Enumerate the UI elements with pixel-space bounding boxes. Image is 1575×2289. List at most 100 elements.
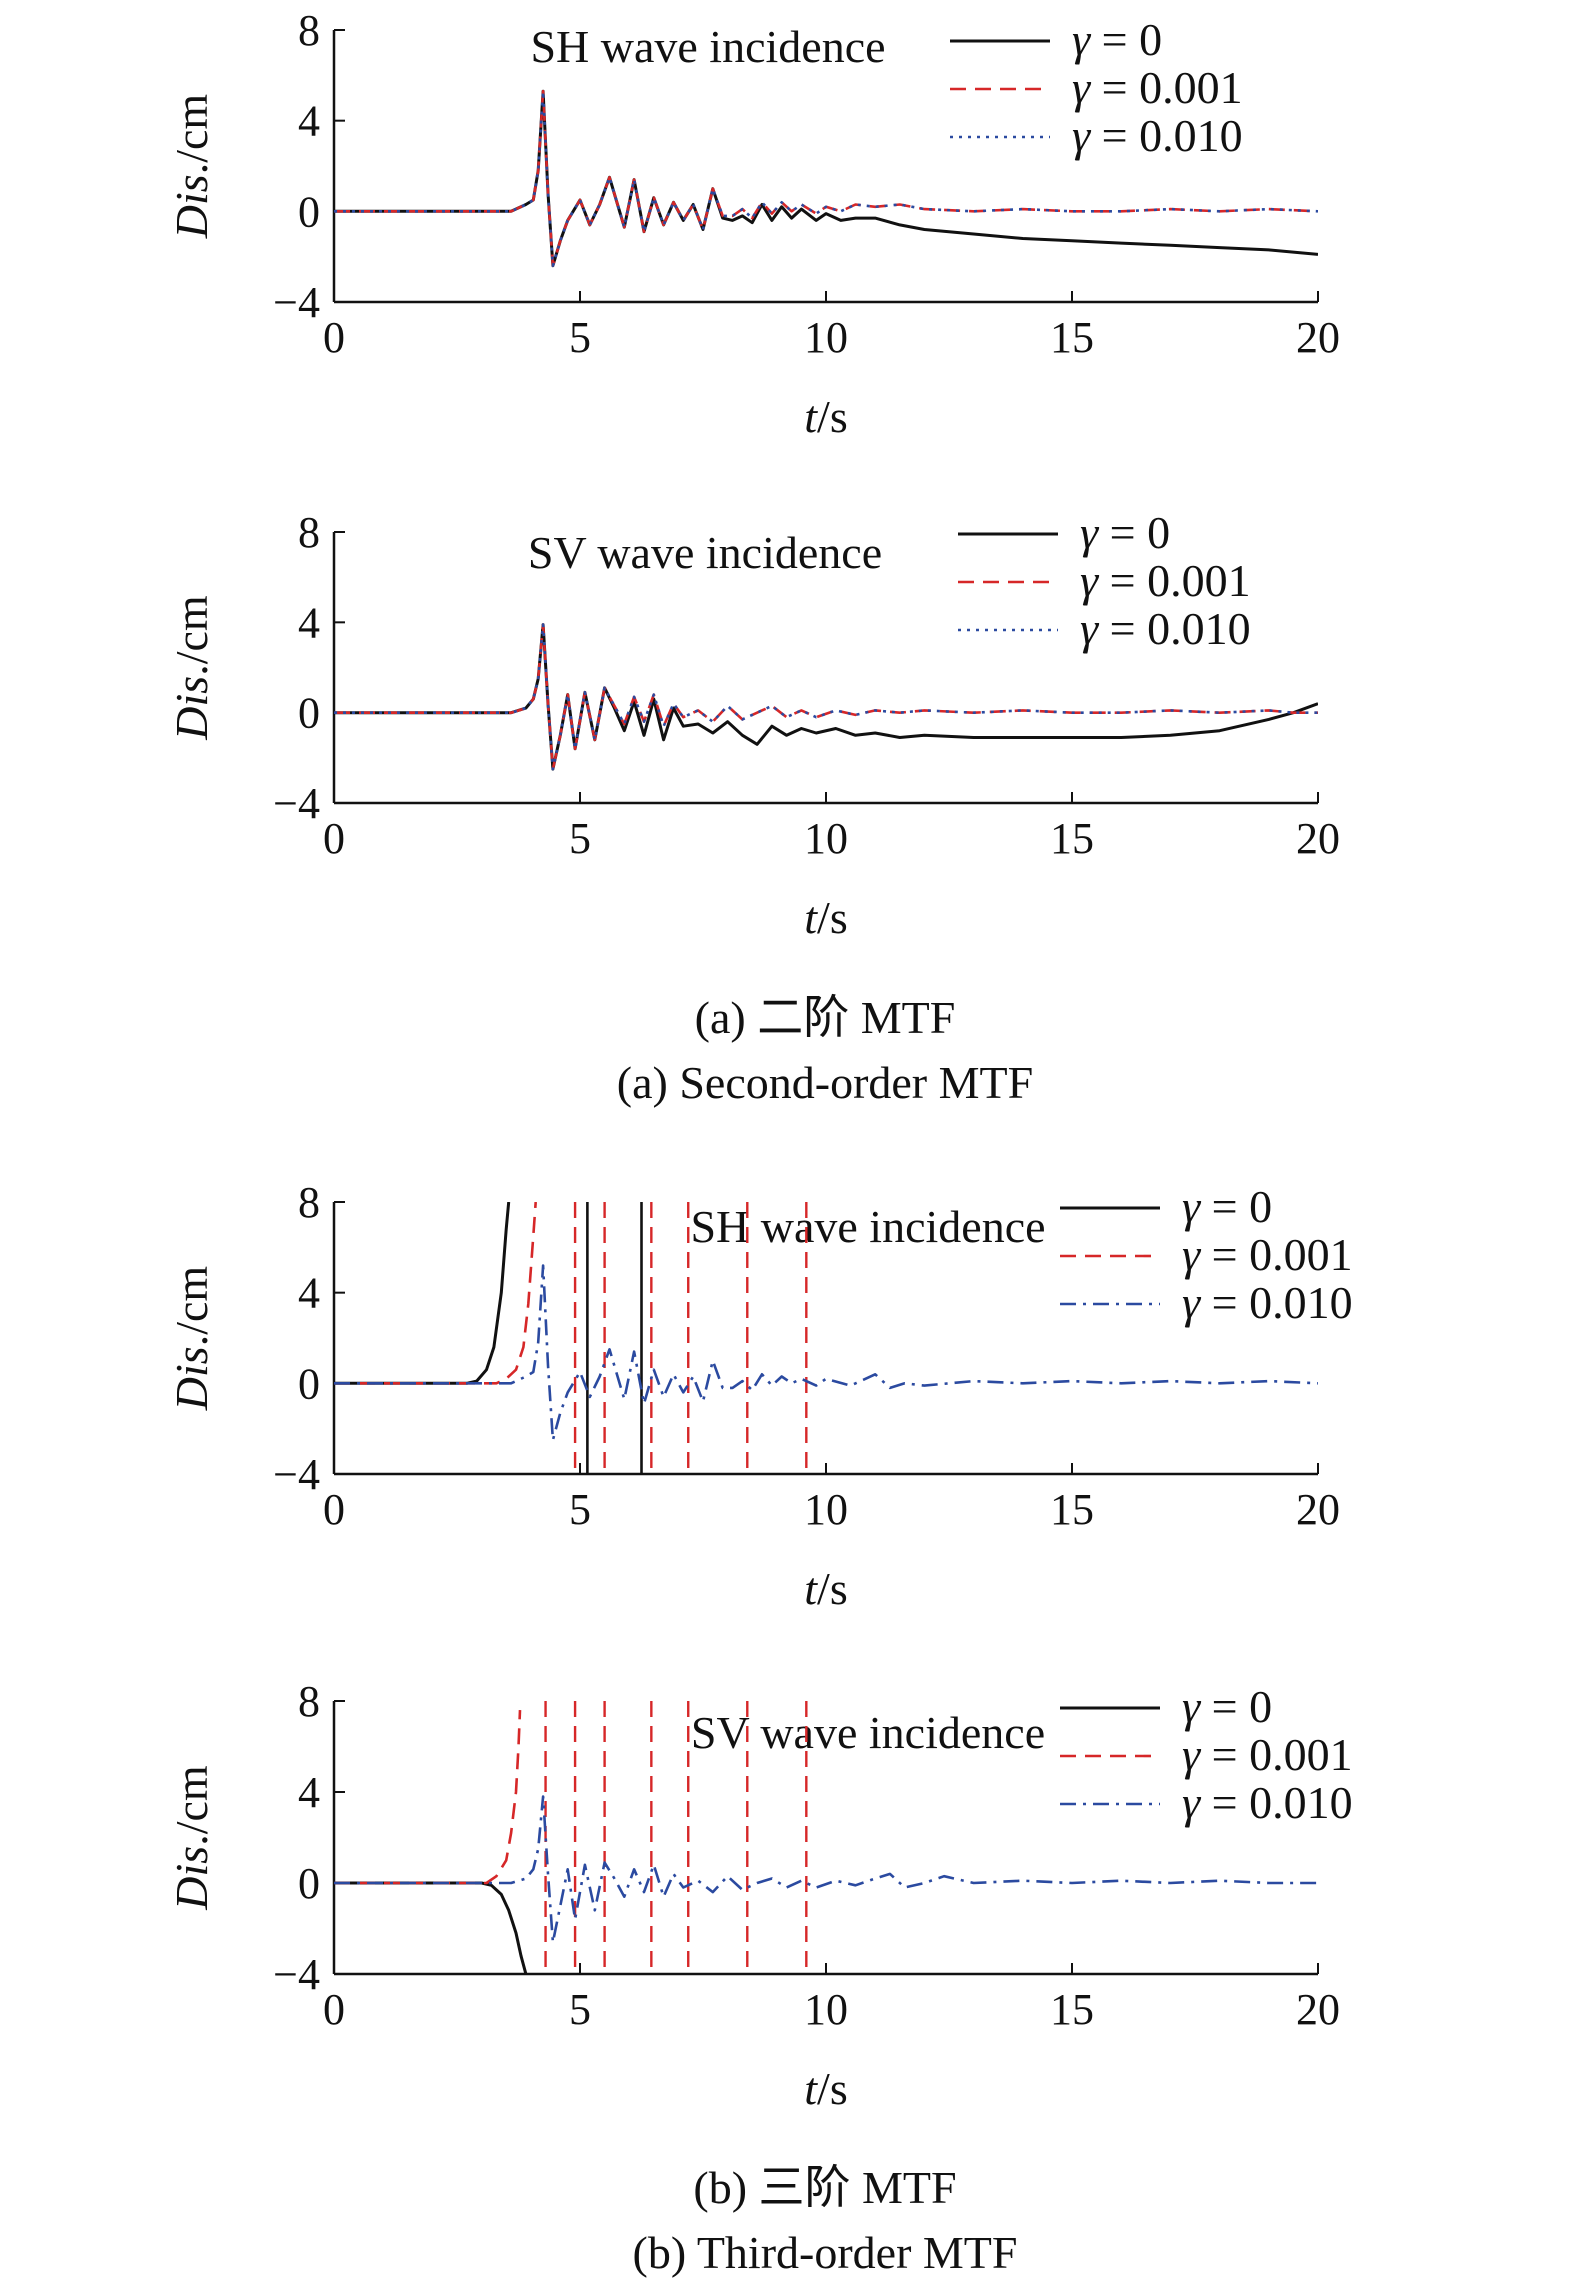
series-line-2 <box>334 1795 1318 1944</box>
caption-a-cn: (a) 二阶 MTF <box>695 992 956 1043</box>
x-tick-label: 10 <box>804 1985 848 2034</box>
y-axis-label: Dis./cm <box>166 1266 217 1412</box>
x-axis-label-var: t <box>804 391 818 442</box>
legend-label-symbol: γ <box>1072 110 1092 161</box>
y-tick-label: 4 <box>298 97 320 146</box>
legend-label: γ = 0.001 <box>1182 1729 1353 1780</box>
legend-label: γ = 0.010 <box>1182 1777 1353 1828</box>
y-axis-label-unit: ./cm <box>166 595 217 676</box>
legend-label-symbol: γ <box>1182 1277 1202 1328</box>
x-tick-label: 10 <box>804 313 848 362</box>
caption-a-en: (a) Second-order MTF <box>617 1057 1033 1108</box>
y-tick-label: 8 <box>298 1178 320 1227</box>
x-axis-label-unit: /s <box>817 892 848 943</box>
legend-label-value: = 0 <box>1098 507 1170 558</box>
y-tick-label: 0 <box>298 689 320 738</box>
x-axis-label: t/s <box>804 1563 847 1614</box>
x-axis-label-var: t <box>804 892 818 943</box>
y-tick-label: 8 <box>298 1677 320 1726</box>
legend-label-value: = 0.010 <box>1200 1777 1352 1828</box>
series-line-1 <box>334 89 1318 268</box>
x-axis-label: t/s <box>804 2063 847 2114</box>
plot-area <box>334 89 1318 268</box>
x-tick-label: 5 <box>569 814 591 863</box>
legend-label-symbol: γ <box>1080 507 1100 558</box>
y-axis-label-var: Dis <box>166 174 217 239</box>
legend-label-value: = 0.001 <box>1090 62 1242 113</box>
legend-label-symbol: γ <box>1072 62 1092 113</box>
x-tick-label: 5 <box>569 1985 591 2034</box>
x-tick-label: 10 <box>804 814 848 863</box>
legend-label-symbol: γ <box>1182 1777 1202 1828</box>
legend-label: γ = 0 <box>1182 1181 1272 1232</box>
x-axis-label-var: t <box>804 1563 818 1614</box>
y-axis-label-unit: ./cm <box>166 94 217 175</box>
x-tick-label: 0 <box>323 313 345 362</box>
x-tick-label: 20 <box>1296 313 1340 362</box>
x-tick-label: 20 <box>1296 1985 1340 2034</box>
x-tick-label: 15 <box>1050 1985 1094 2034</box>
series-line-0 <box>334 1202 511 1385</box>
plot-area <box>334 1202 1318 1474</box>
y-tick-label: 8 <box>298 6 320 55</box>
y-tick-label: −4 <box>273 1450 320 1499</box>
x-tick-label: 5 <box>569 1485 591 1534</box>
legend-label-symbol: γ <box>1182 1729 1202 1780</box>
chart-title: SH wave incidence <box>690 1201 1045 1252</box>
legend-label: γ = 0.010 <box>1182 1277 1353 1328</box>
legend-label-value: = 0 <box>1200 1681 1272 1732</box>
series-line-1 <box>334 1202 537 1385</box>
chart-title: SV wave incidence <box>691 1707 1045 1758</box>
legend-label-symbol: γ <box>1182 1181 1202 1232</box>
y-tick-label: −4 <box>273 779 320 828</box>
legend-label-value: = 0.001 <box>1200 1229 1352 1280</box>
y-axis-label-unit: ./cm <box>166 1765 217 1846</box>
chart-title: SH wave incidence <box>530 21 885 72</box>
y-tick-label: −4 <box>273 1950 320 1999</box>
x-axis-label-unit: /s <box>817 391 848 442</box>
y-axis-label-var: Dis <box>166 676 217 741</box>
series-line-0 <box>334 1881 528 1974</box>
x-tick-label: 5 <box>569 313 591 362</box>
y-tick-label: 4 <box>298 1768 320 1817</box>
caption-b-cn: (b) 三阶 MTF <box>693 2162 956 2213</box>
legend-label-value: = 0.010 <box>1090 110 1242 161</box>
x-tick-label: 0 <box>323 1485 345 1534</box>
legend-label-value: = 0.001 <box>1098 555 1250 606</box>
x-tick-label: 15 <box>1050 313 1094 362</box>
x-tick-label: 0 <box>323 1985 345 2034</box>
x-axis-label-unit: /s <box>817 2063 848 2114</box>
legend-label-symbol: γ <box>1182 1229 1202 1280</box>
legend-label-value: = 0.001 <box>1200 1729 1352 1780</box>
legend-label: γ = 0 <box>1080 507 1170 558</box>
legend-label: γ = 0.001 <box>1182 1229 1353 1280</box>
legend-label: γ = 0.010 <box>1080 603 1251 654</box>
series-line-2 <box>334 1264 1318 1442</box>
y-tick-label: −4 <box>273 278 320 327</box>
y-axis-label: Dis./cm <box>166 94 217 240</box>
y-axis-label-unit: ./cm <box>166 1266 217 1347</box>
x-axis-label-var: t <box>804 2063 818 2114</box>
legend-label-symbol: γ <box>1080 603 1100 654</box>
y-axis-label-var: Dis <box>166 1346 217 1411</box>
legend-label-value: = 0 <box>1090 14 1162 65</box>
y-tick-label: 0 <box>298 187 320 236</box>
y-axis-label: Dis./cm <box>166 1765 217 1911</box>
legend-label: γ = 0 <box>1072 14 1162 65</box>
chart-title: SV wave incidence <box>528 527 882 578</box>
y-tick-label: 0 <box>298 1859 320 1908</box>
legend-label-symbol: γ <box>1182 1681 1202 1732</box>
y-tick-label: 0 <box>298 1359 320 1408</box>
y-axis-label-var: Dis <box>166 1846 217 1911</box>
caption-b-en: (b) Third-order MTF <box>633 2227 1018 2278</box>
y-axis-label: Dis./cm <box>166 595 217 741</box>
x-axis-label: t/s <box>804 391 847 442</box>
x-axis-label-unit: /s <box>817 1563 848 1614</box>
plot-area <box>334 1701 1318 1974</box>
x-axis-label: t/s <box>804 892 847 943</box>
